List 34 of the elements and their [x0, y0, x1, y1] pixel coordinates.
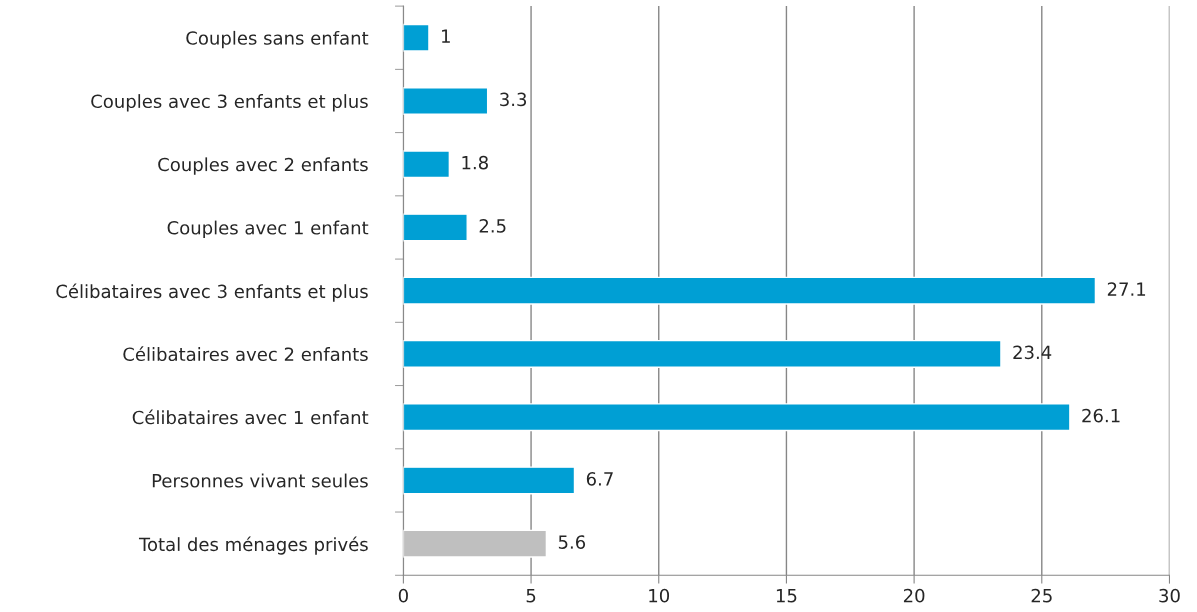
data-label: 1 — [442, 29, 450, 43]
x-tick-label: 0 — [398, 588, 408, 603]
bar — [403, 150, 451, 179]
data-label: 23.4 — [1013, 345, 1052, 360]
y-tick-label: Célibataires avec 2 enfants — [123, 346, 368, 362]
y-tick-label: Couples avec 1 enfant — [167, 220, 369, 239]
bar — [403, 466, 576, 495]
data-label: 6.7 — [586, 472, 613, 486]
y-tick-label: Total des ménages privés — [138, 536, 368, 555]
data-label: 1.8 — [462, 155, 488, 170]
bar — [403, 339, 1002, 368]
bar — [403, 213, 468, 242]
y-tick-label: Personnes vivant seules — [152, 473, 368, 488]
x-tick-label: 15 — [776, 589, 797, 603]
y-tick-label: Couples avec 2 enfants — [158, 157, 368, 175]
y-tick-label: Couples avec 3 enfants et plus — [91, 94, 368, 112]
bar — [403, 403, 1071, 432]
y-tick-label: Célibataires avec 1 enfant — [132, 409, 369, 425]
x-tick-label: 10 — [649, 588, 670, 603]
x-tick-label: 30 — [1159, 588, 1180, 603]
bar — [403, 529, 548, 558]
bar — [403, 87, 489, 115]
x-tick-label: 25 — [1031, 588, 1052, 603]
x-tick-label: 20 — [903, 588, 925, 603]
data-label: 27.1 — [1107, 282, 1146, 296]
data-label: 26.1 — [1082, 408, 1120, 423]
data-label: 3.3 — [500, 92, 527, 107]
bar — [403, 23, 430, 52]
data-label: 2.5 — [479, 219, 506, 233]
y-tick-label: Couples sans enfant — [186, 30, 369, 49]
data-label: 5.6 — [558, 535, 586, 549]
y-tick-label: Célibataires avec 3 enfants et plus — [56, 283, 368, 302]
x-tick-label: 5 — [526, 589, 536, 603]
bar — [403, 276, 1097, 305]
